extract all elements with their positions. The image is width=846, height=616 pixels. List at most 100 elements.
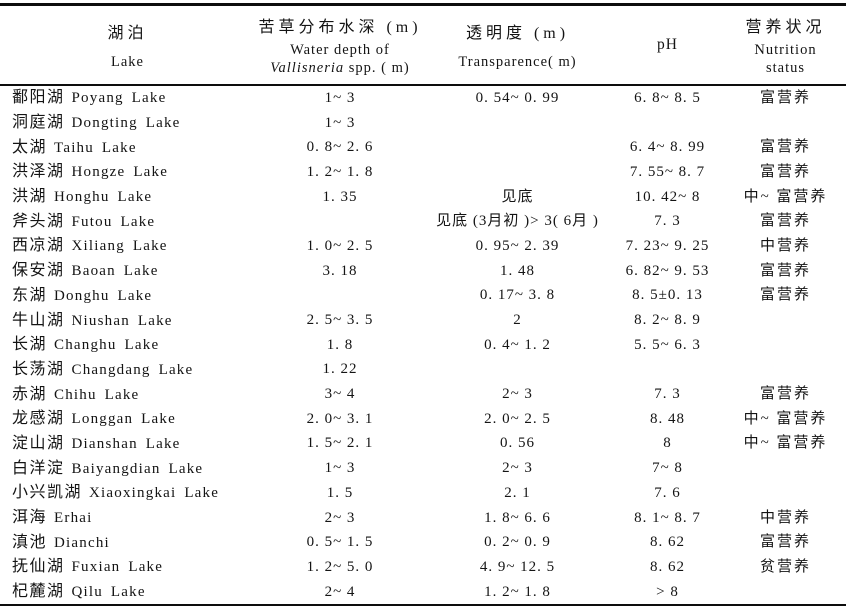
transparency-value-cell	[425, 111, 610, 136]
lake-name-en: Baiyangdian Lake	[71, 460, 204, 477]
lake-name-cell: 白洋淀 Baiyangdian Lake	[0, 456, 255, 481]
transparency-value-cell	[425, 358, 610, 383]
ph-value-cell: 7. 6	[654, 484, 681, 501]
nutrition-status-cell: 富营养	[759, 163, 811, 180]
nutrition-status-cell	[725, 111, 846, 136]
depth-value-cell	[255, 209, 425, 234]
depth-header-en-line2: Vallisneria spp. ( m)	[270, 60, 409, 77]
table-row: 赤湖 Chihu Lake 3~ 4 2~ 3 7. 3 富营养	[0, 382, 846, 407]
lake-name-zh: 抚仙湖	[12, 558, 65, 576]
table-row: 鄱阳湖 Poyang Lake 1~ 3 0. 54~ 0. 99 6. 8~ 8. 5…	[0, 85, 846, 111]
ph-value-cell	[610, 358, 725, 383]
lake-name-en: Longgan Lake	[71, 411, 176, 428]
ph-value-cell: 6. 4~ 8. 99	[629, 139, 706, 156]
lake-table-body: 鄱阳湖 Poyang Lake 1~ 3 0. 54~ 0. 99 6. 8~ 8. 5…	[0, 85, 846, 606]
lake-name-cell: 牛山湖 Niushan Lake	[0, 308, 255, 333]
lake-name-cell: 杞麓湖 Qilu Lake	[0, 580, 255, 606]
transparency-value-cell: 1. 48	[500, 262, 535, 279]
ph-value-cell: 7. 55~ 8. 7	[629, 163, 706, 180]
ph-value-cell: 8. 62	[650, 558, 685, 575]
lake-name-en: Changdang Lake	[71, 361, 194, 378]
lake-name-en: Dongting Lake	[71, 115, 181, 132]
ph-value-cell: 8	[663, 435, 672, 452]
depth-value-cell: 1. 5	[326, 484, 354, 501]
lake-name-cell: 鄱阳湖 Poyang Lake	[0, 85, 255, 111]
lake-name-zh: 长荡湖	[12, 360, 65, 378]
ph-value-cell: 7~ 8	[652, 460, 683, 477]
lake-name-zh: 杞麓湖	[12, 583, 65, 601]
lake-name-en: Honghu Lake	[54, 189, 153, 206]
transparency-value-cell: 2. 0~ 2. 5	[484, 410, 551, 427]
transparency-value-cell: 0. 4~ 1. 2	[484, 336, 551, 353]
lake-name-zh: 斧头湖	[12, 212, 65, 230]
ph-value-cell: 6. 8~ 8. 5	[634, 89, 701, 106]
column-header-ph: pH	[610, 5, 725, 86]
ph-value-cell: > 8	[656, 583, 679, 600]
ph-value-cell	[610, 111, 725, 136]
nutrition-status-cell: 富营养	[759, 386, 811, 403]
nutrition-status-cell: 富营养	[759, 534, 811, 551]
lake-name-zh: 鄱阳湖	[12, 89, 65, 107]
lake-name-zh: 西凉湖	[12, 237, 65, 255]
transparency-value-cell: 0. 56	[500, 435, 535, 452]
transparency-value-cell: 1. 2~ 1. 8	[484, 583, 551, 600]
table-row: 洱海 Erhai 2~ 3 1. 8~ 6. 6 8. 1~ 8. 7 中营养	[0, 506, 846, 531]
lake-name-cell: 长湖 Changhu Lake	[0, 333, 255, 358]
lake-name-en: Erhai	[54, 510, 93, 527]
ph-value-cell: 5. 5~ 6. 3	[634, 336, 701, 353]
depth-value-cell: 3~ 4	[324, 386, 356, 403]
table-row: 太湖 Taihu Lake 0. 8~ 2. 6 6. 4~ 8. 99 富营养	[0, 135, 846, 160]
depth-value-cell: 2. 5~ 3. 5	[306, 312, 374, 329]
transparency-value-cell: 见底 (3月初 )> 3( 6月 )	[436, 213, 599, 230]
nutrition-status-cell	[725, 358, 846, 383]
table-row: 长湖 Changhu Lake 1. 8 0. 4~ 1. 2 5. 5~ 6. 3	[0, 333, 846, 358]
lake-name-zh: 龙感湖	[12, 410, 65, 428]
lake-name-cell: 洞庭湖 Dongting Lake	[0, 111, 255, 136]
lake-name-zh: 保安湖	[12, 262, 65, 280]
transparency-value-cell	[425, 135, 610, 160]
depth-value-cell: 1. 2~ 5. 0	[306, 558, 374, 575]
table-row: 西凉湖 Xiliang Lake 1. 0~ 2. 5 0. 95~ 2. 39 7. …	[0, 234, 846, 259]
transparency-value-cell: 0. 95~ 2. 39	[475, 237, 560, 254]
nutrition-status-cell: 中~ 富营养	[743, 410, 828, 427]
nutrition-status-cell	[725, 308, 846, 333]
lake-name-en: Donghu Lake	[54, 287, 153, 304]
lake-name-cell: 东湖 Donghu Lake	[0, 284, 255, 309]
transparency-value-cell: 2~ 3	[502, 460, 533, 477]
table-row: 长荡湖 Changdang Lake 1. 22	[0, 358, 846, 383]
lake-name-zh: 赤湖	[12, 385, 48, 403]
transparency-value-cell: 4. 9~ 12. 5	[479, 558, 556, 575]
lake-name-zh: 牛山湖	[12, 311, 65, 329]
depth-value-cell: 1. 0~ 2. 5	[306, 237, 374, 254]
depth-value-cell: 2~ 3	[324, 509, 356, 526]
nutrition-status-cell: 富营养	[759, 213, 811, 230]
table-row: 滇池 Dianchi 0. 5~ 1. 5 0. 2~ 0. 9 8. 62 富营养	[0, 530, 846, 555]
lake-name-en: Fuxian Lake	[71, 559, 164, 576]
ph-header-label: pH	[657, 36, 678, 53]
lake-name-cell: 保安湖 Baoan Lake	[0, 259, 255, 284]
ph-value-cell: 8. 48	[650, 410, 685, 427]
depth-value-cell: 1~ 3	[324, 114, 356, 131]
transparency-value-cell: 0. 2~ 0. 9	[484, 534, 551, 551]
lake-name-zh: 洱海	[12, 509, 48, 527]
depth-value-cell: 3. 18	[322, 262, 358, 279]
lake-header-zh: 湖泊	[107, 25, 148, 43]
column-header-water-depth: 苦草分布水深 (m) Water depth of Vallisneria sp…	[255, 5, 425, 86]
lake-name-en: Chihu Lake	[54, 386, 140, 403]
depth-value-cell	[255, 284, 425, 309]
depth-value-cell: 1. 5~ 2. 1	[306, 435, 374, 452]
depth-header-en-rest: spp. ( m)	[344, 60, 410, 76]
depth-value-cell: 1~ 3	[324, 460, 356, 477]
lake-name-en: Xiliang Lake	[71, 238, 168, 255]
lake-name-zh: 白洋淀	[12, 459, 65, 477]
table-row: 龙感湖 Longgan Lake 2. 0~ 3. 1 2. 0~ 2. 5 8. 48…	[0, 407, 846, 432]
nutrition-status-cell	[725, 580, 846, 606]
lake-data-table: 湖泊 Lake 苦草分布水深 (m) Water depth of Vallis…	[0, 3, 846, 606]
column-header-nutrition: 营养状况 Nutrition status	[725, 5, 846, 86]
header-row: 湖泊 Lake 苦草分布水深 (m) Water depth of Vallis…	[0, 5, 846, 86]
transparency-value-cell: 见底	[501, 188, 534, 205]
table-row: 东湖 Donghu Lake 0. 17~ 3. 8 8. 5±0. 13 富营养	[0, 284, 846, 309]
lake-name-cell: 抚仙湖 Fuxian Lake	[0, 555, 255, 580]
lake-name-cell: 太湖 Taihu Lake	[0, 135, 255, 160]
lake-name-en: Taihu Lake	[54, 139, 137, 156]
